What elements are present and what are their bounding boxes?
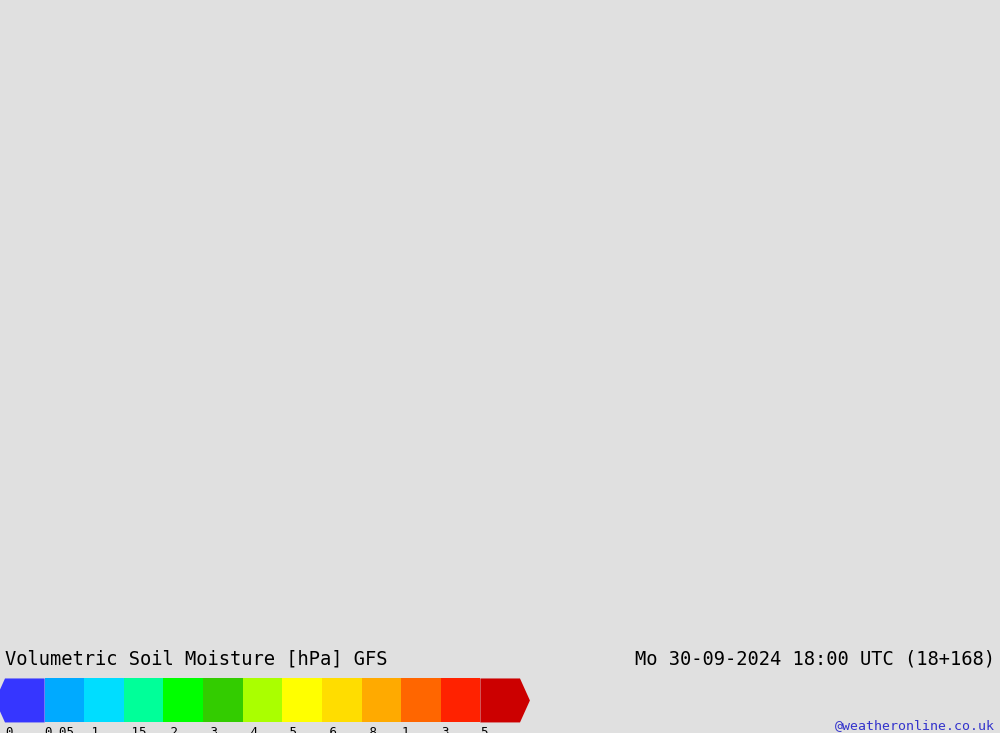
Polygon shape	[203, 679, 243, 723]
Text: Volumetric Soil Moisture [hPa] GFS: Volumetric Soil Moisture [hPa] GFS	[5, 649, 388, 668]
Text: .6: .6	[322, 726, 337, 733]
Text: 1: 1	[401, 726, 409, 733]
Polygon shape	[322, 679, 362, 723]
Text: .8: .8	[362, 726, 377, 733]
Polygon shape	[163, 679, 203, 723]
Polygon shape	[362, 679, 401, 723]
Text: .4: .4	[243, 726, 258, 733]
Polygon shape	[282, 679, 322, 723]
Text: 0.05: 0.05	[45, 726, 75, 733]
Text: 3: 3	[441, 726, 448, 733]
Polygon shape	[124, 679, 163, 723]
Text: 5: 5	[480, 726, 488, 733]
Text: .2: .2	[163, 726, 178, 733]
Polygon shape	[84, 679, 124, 723]
Text: .1: .1	[84, 726, 99, 733]
Polygon shape	[45, 679, 84, 723]
Polygon shape	[441, 679, 480, 723]
Text: 0: 0	[5, 726, 12, 733]
Text: @weatheronline.co.uk: @weatheronline.co.uk	[835, 719, 995, 732]
Polygon shape	[480, 679, 530, 723]
Text: .3: .3	[203, 726, 218, 733]
Text: .15: .15	[124, 726, 146, 733]
Polygon shape	[243, 679, 282, 723]
Text: Mo 30-09-2024 18:00 UTC (18+168): Mo 30-09-2024 18:00 UTC (18+168)	[635, 649, 995, 668]
Polygon shape	[401, 679, 441, 723]
Text: .5: .5	[282, 726, 297, 733]
Polygon shape	[0, 679, 45, 723]
